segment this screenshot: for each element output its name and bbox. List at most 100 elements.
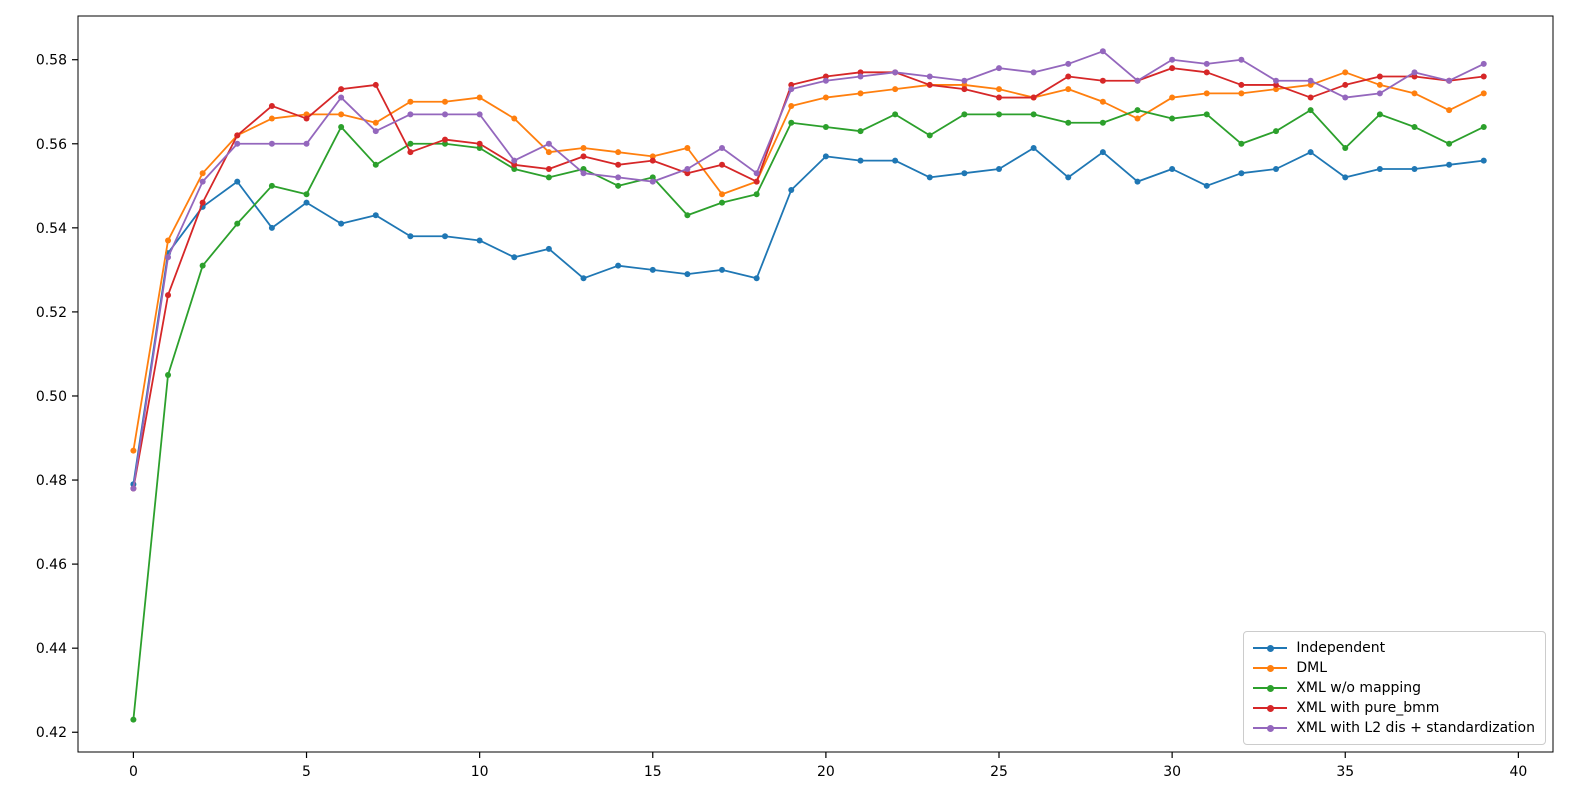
series-point [822,123,829,130]
series-point [1342,144,1349,151]
series-point [1238,170,1245,177]
series-point [407,233,414,240]
series-point [822,73,829,80]
series-point [961,111,968,118]
series-point [684,271,691,278]
series-point [1307,94,1314,101]
legend-marker-dot [1266,724,1274,732]
series-point [545,149,552,156]
series-line-3 [132,67,1485,490]
series-point [753,191,760,198]
series-point [268,182,275,189]
series-point [1342,174,1349,181]
series-point [1099,98,1106,105]
series-point [857,157,864,164]
series-point [1480,60,1487,67]
series-line-1 [132,71,1485,452]
series-point [476,140,483,147]
series-point [234,132,241,139]
series-point [1307,81,1314,88]
series-point [892,111,899,118]
series-point [615,182,622,189]
series-point [199,178,206,185]
series-point [1030,69,1037,76]
series-point [719,266,726,273]
series-point [338,123,345,130]
series-point [130,447,137,454]
series-point [926,174,933,181]
series-point [130,485,137,492]
series-point [338,94,345,101]
series-point [1411,166,1418,173]
legend-line-marker-icon [1253,718,1288,738]
series-point [165,254,172,261]
series-point [1203,182,1210,189]
series-point [649,153,656,160]
legend-marker-dot [1266,684,1274,692]
series-point [1376,111,1383,118]
series-point [476,111,483,118]
series-point [1307,149,1314,156]
series-point [649,174,656,181]
series-point [649,178,656,185]
series-point [1376,90,1383,97]
series-point [442,98,449,105]
x-axis-tick-label: 5 [302,764,311,780]
series-point [1099,77,1106,84]
series-point [857,73,864,80]
legend-label: XML with L2 dis + standardization [1296,720,1535,736]
series-point [580,166,587,173]
series-point [1134,115,1141,122]
series-point [892,86,899,93]
series-point [822,153,829,160]
series-point [1065,73,1072,80]
series-point [857,90,864,97]
plot-frame [77,15,1554,753]
series-point [892,157,899,164]
series-point [580,153,587,160]
series-point [1273,166,1280,173]
series-point [234,220,241,227]
series-point [996,65,1003,72]
series-point [511,157,518,164]
series-point [1273,86,1280,93]
series-point [303,140,310,147]
series-point [199,199,206,206]
series-point [234,140,241,147]
series-point [268,115,275,122]
series-point [1169,115,1176,122]
series-point [684,166,691,173]
legend-line-marker-icon [1253,638,1288,658]
series-point [753,170,760,177]
series-point [788,187,795,194]
series-point [615,161,622,168]
y-axis-tick-label: 0.54 [36,221,67,237]
legend-label: XML with pure_bmm [1296,700,1440,716]
series-point [580,170,587,177]
series-point [407,111,414,118]
y-axis-tick-label: 0.50 [36,389,67,405]
series-point [1446,77,1453,84]
series-point [822,77,829,84]
series-point [1307,107,1314,114]
series-point [545,166,552,173]
legend-item: Independent [1253,638,1535,658]
series-point [1411,69,1418,76]
y-axis-tick-label: 0.44 [36,641,67,657]
y-axis-tick-label: 0.56 [36,137,67,153]
series-point [996,94,1003,101]
y-axis-tick-label: 0.46 [36,557,67,573]
series-point [1446,107,1453,114]
series-point [961,86,968,93]
series-point [442,233,449,240]
series-point [1238,140,1245,147]
series-point [996,166,1003,173]
series-point [1169,166,1176,173]
x-axis-tick-label: 20 [817,764,835,780]
series-point [926,81,933,88]
series-point [165,371,172,378]
series-point [1376,81,1383,88]
series-point [892,69,899,76]
series-point [1307,77,1314,84]
